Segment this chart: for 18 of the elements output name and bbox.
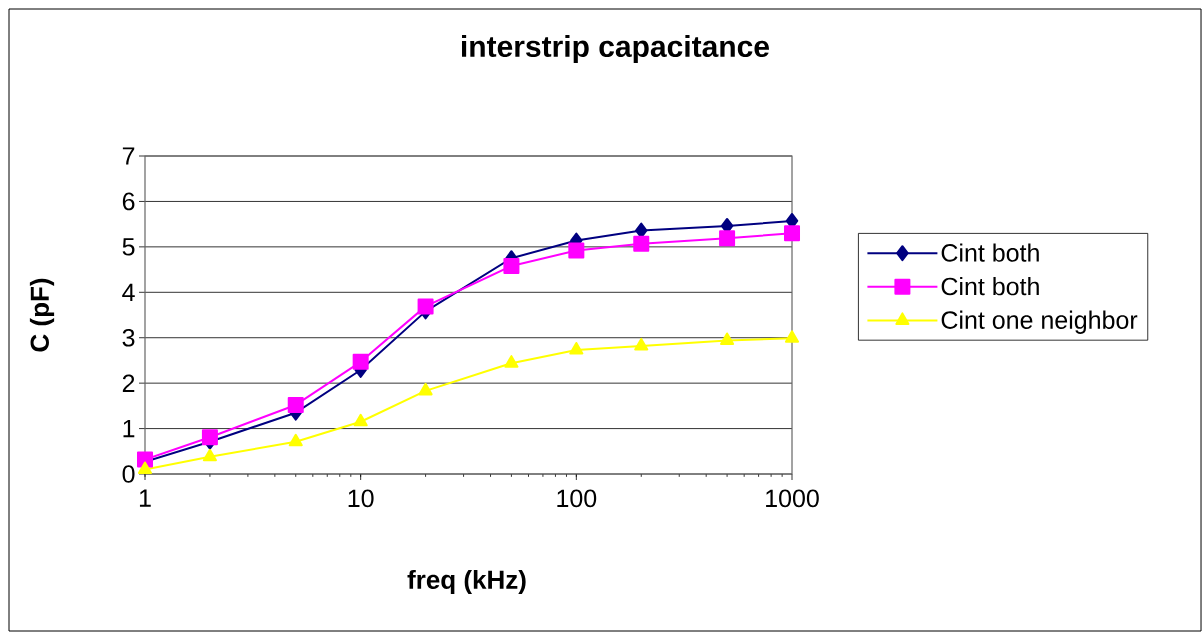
- legend-label: Cint both: [941, 243, 1039, 262]
- y-tick-label: 1: [123, 419, 135, 438]
- y-tick-label: 5: [122, 238, 135, 256]
- y-tick-label: 3: [122, 328, 135, 347]
- y-axis-title: C (pF): [29, 278, 55, 352]
- chart-title: interstrip capacitance: [462, 35, 769, 64]
- x-tick-label: 100: [557, 489, 597, 508]
- y-tick-label: 2: [122, 374, 135, 392]
- y-tick-label: 0: [122, 465, 135, 483]
- legend-label: Cint both: [941, 276, 1039, 296]
- x-tick-label: 10: [348, 489, 374, 508]
- y-tick-label: 7: [122, 147, 135, 165]
- y-tick-label: 6: [122, 192, 135, 211]
- x-tick-label: 1000: [766, 489, 819, 508]
- x-axis-title: freq (kHz): [407, 569, 526, 595]
- x-tick-label: 1: [139, 489, 151, 507]
- legend-label: Cint one neighbor: [941, 310, 1138, 334]
- y-tick-label: 4: [122, 283, 135, 301]
